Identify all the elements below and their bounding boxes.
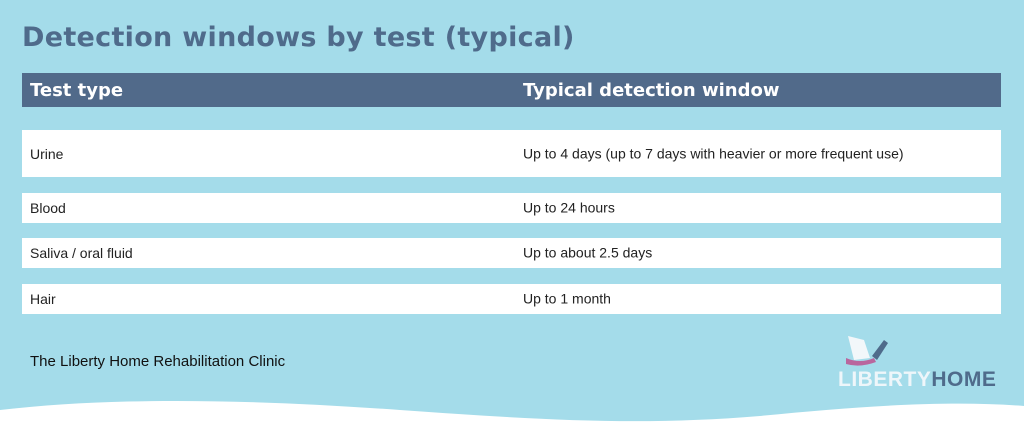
cell-window: Up to 24 hours bbox=[523, 199, 615, 216]
cell-test: Blood bbox=[30, 200, 66, 216]
cell-window: Up to 1 month bbox=[523, 290, 611, 307]
table-row: Urine Up to 4 days (up to 7 days with he… bbox=[22, 130, 1001, 177]
table-row: Saliva / oral fluid Up to about 2.5 days bbox=[22, 238, 1001, 268]
cell-window: Up to 4 days (up to 7 days with heavier … bbox=[523, 145, 904, 161]
logo-text-liberty: LIBERTY bbox=[838, 368, 932, 391]
liberty-home-logo: LIBERTYHOME bbox=[836, 334, 1006, 394]
bird-icon bbox=[846, 336, 888, 366]
wave-decoration bbox=[0, 400, 1024, 436]
cell-test: Hair bbox=[30, 291, 56, 307]
clinic-name: The Liberty Home Rehabilitation Clinic bbox=[30, 353, 286, 370]
cell-test: Urine bbox=[30, 145, 64, 162]
column-header-test-type: Test type bbox=[30, 80, 124, 101]
table-row: Blood Up to 24 hours bbox=[22, 193, 1001, 223]
table-row: Hair Up to 1 month bbox=[22, 284, 1001, 314]
table-header: Test type Typical detection window bbox=[22, 73, 1001, 107]
cell-test: Saliva / oral fluid bbox=[30, 245, 133, 261]
column-header-detection-window: Typical detection window bbox=[523, 80, 780, 101]
page-title: Detection windows by test (typical) bbox=[22, 22, 575, 53]
logo-text-home: HOME bbox=[931, 368, 997, 391]
cell-window: Up to about 2.5 days bbox=[523, 244, 653, 261]
